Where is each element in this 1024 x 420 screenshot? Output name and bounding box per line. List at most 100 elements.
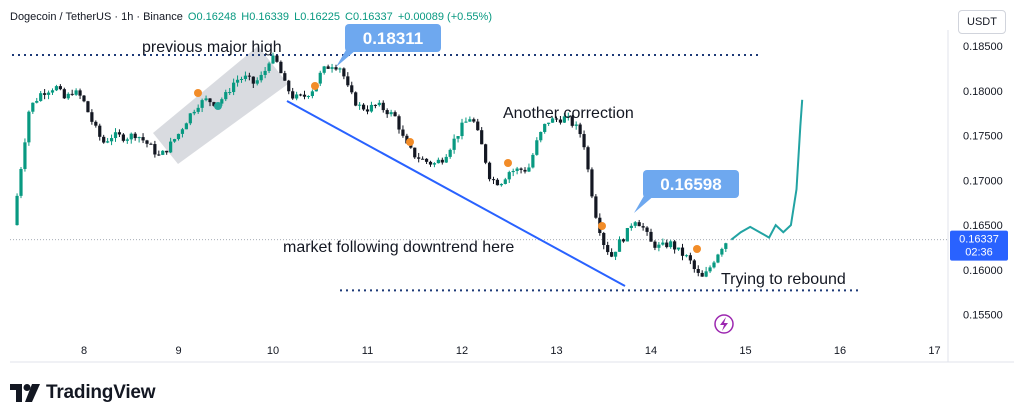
candle-up [452, 138, 456, 150]
candle-up [235, 79, 240, 83]
time-axis[interactable]: 8 9 10 11 12 13 14 15 16 17 [81, 345, 941, 357]
time-tick-label: 10 [267, 345, 279, 357]
candle-down [610, 252, 614, 257]
candle-up [176, 133, 181, 140]
candle-down [365, 109, 370, 112]
candle-up [310, 91, 314, 97]
downtrend-line [286, 100, 626, 287]
marker-orange [406, 138, 414, 146]
candle-up [232, 82, 236, 93]
candle-up [661, 242, 665, 245]
candle-down [602, 232, 606, 246]
candle-up [200, 100, 204, 108]
candle-up [574, 124, 578, 126]
candle-down [401, 129, 405, 136]
ohlc-change: +0.00089 (+0.55%) [397, 11, 492, 23]
candle-up [684, 255, 689, 257]
candle-up [180, 129, 185, 134]
candle-down [413, 147, 417, 158]
candle-up [712, 262, 716, 268]
candle-up [31, 102, 35, 112]
candle-down [279, 61, 283, 74]
candle-down [421, 158, 425, 160]
candle-up [330, 67, 334, 69]
candle-down [417, 157, 421, 159]
candle-up [243, 75, 248, 80]
price-axis[interactable]: 0.18500 0.18000 0.17500 0.17000 0.16500 0.160… [963, 41, 1003, 321]
candle-down [165, 150, 169, 153]
candle-down [653, 241, 657, 248]
candle-up [263, 70, 267, 75]
candle-up [172, 139, 177, 142]
candle-down [291, 91, 295, 99]
brand-name: TradingView [46, 382, 156, 403]
candle-up [267, 63, 271, 71]
candle-down [476, 121, 480, 131]
candle-up [503, 179, 507, 184]
callout-high-label: 0.18311 [363, 29, 424, 48]
ohlc-low: L0.16225 [294, 11, 340, 23]
candle-up [50, 90, 55, 93]
time-tick-label: 17 [928, 345, 940, 357]
candle-up [19, 168, 23, 196]
candle-down [90, 112, 94, 122]
callout-lower-high: 0.16598 [634, 170, 739, 213]
candle-up [169, 141, 173, 153]
candle-up [566, 116, 570, 118]
candle-down [70, 93, 74, 95]
candle-down [680, 247, 685, 256]
time-tick-label: 15 [739, 345, 751, 357]
candle-down [590, 169, 594, 197]
candle-down [582, 134, 586, 148]
time-tick-label: 11 [362, 345, 373, 357]
candle-down [247, 75, 251, 77]
candle-up [708, 267, 712, 272]
candle-up [184, 123, 188, 130]
currency-button[interactable]: USDT [958, 10, 1006, 34]
ohlc-open: O0.16248 [187, 11, 237, 23]
price-tick-label: 0.18500 [963, 41, 1003, 53]
candle-down [692, 260, 696, 270]
tradingview-logo[interactable]: TradingView [10, 381, 156, 405]
candle-up [613, 251, 618, 257]
candle-down [94, 121, 98, 126]
candle-down [121, 134, 125, 141]
candle-up [724, 243, 728, 249]
candle-up [515, 168, 519, 171]
candle-up [547, 122, 551, 124]
candle-up [306, 96, 311, 98]
price-tick-label: 0.17500 [963, 131, 1003, 143]
candle-down [397, 116, 401, 130]
candle-down [495, 179, 500, 186]
candle-up [27, 111, 31, 143]
candle-down [342, 68, 346, 77]
marker-orange [311, 82, 319, 90]
tradingview-logo-icon [10, 384, 40, 402]
last-price-tag: 0.16337 02:36 [950, 230, 1008, 261]
candle-up [617, 239, 622, 252]
candle-up [220, 99, 224, 104]
candle-up [676, 247, 681, 250]
ohlc-high: H0.16339 [241, 11, 290, 23]
bolt-icon[interactable] [714, 314, 734, 334]
candle-up [295, 94, 299, 99]
time-tick-label: 9 [175, 345, 181, 357]
candle-down [326, 66, 330, 69]
callout-high: 0.18311 [336, 24, 441, 67]
candle-down [157, 154, 161, 156]
candle-down [361, 104, 366, 110]
candle-down [385, 110, 389, 115]
candle-up [550, 118, 555, 123]
candle-down [523, 169, 527, 172]
candle-up [531, 154, 535, 168]
candle-down [82, 95, 86, 102]
candle-up [46, 92, 51, 95]
candle-down [298, 94, 303, 96]
price-tick-label: 0.18000 [963, 86, 1003, 98]
price-tick-label: 0.16000 [963, 265, 1003, 277]
candle-up [188, 113, 192, 124]
candle-down [606, 245, 610, 253]
candle-down [649, 231, 653, 242]
candle-up [460, 122, 464, 137]
